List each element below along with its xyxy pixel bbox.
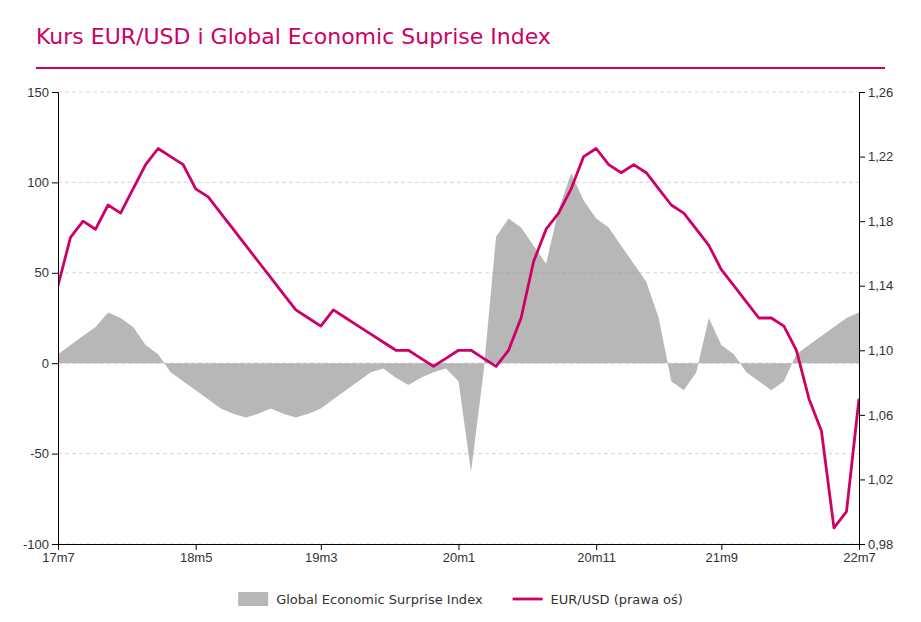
grid-line [58, 272, 859, 273]
tick-label: 20m1 [443, 550, 476, 565]
y2-axis: 0,98 1,02 1,06 1,10 1,14 1,18 1,22 1,26 [859, 85, 893, 552]
plot-area [58, 149, 859, 528]
tick-mark [859, 479, 865, 480]
tick-mark [196, 544, 197, 550]
tick: 50 [35, 265, 58, 280]
legend-item: EUR/USD (prawa oś) [513, 592, 683, 607]
title-separator [36, 67, 885, 69]
tick-mark [52, 273, 58, 274]
tick: -100 [23, 537, 58, 552]
legend-swatch [513, 598, 543, 601]
tick-label: 1,26 [868, 85, 893, 100]
tick-label: 17m7 [42, 550, 75, 565]
tick-label: 1,14 [868, 278, 893, 293]
legend-item: Global Economic Surprise Index [238, 592, 483, 607]
tick-label: 150 [27, 85, 49, 100]
tick-mark [596, 544, 597, 550]
axis-line [52, 93, 59, 545]
tick-label: 1,22 [868, 149, 893, 164]
tick-label: 21m9 [706, 550, 739, 565]
tick: 19m3 [305, 544, 338, 565]
tick-mark [721, 544, 722, 550]
tick: 1,18 [859, 214, 893, 229]
tick-label: 50 [35, 265, 49, 280]
grid-line [58, 182, 859, 183]
tick: 21m9 [706, 544, 739, 565]
tick-mark [859, 350, 865, 351]
legend-swatch [238, 592, 268, 606]
title: Kurs EUR/USD i Global Economic Suprise I… [36, 24, 551, 49]
tick: 100 [27, 175, 58, 190]
axis-line [59, 545, 860, 551]
tick-mark [52, 182, 58, 183]
tick-label: 100 [27, 175, 49, 190]
y-axis: -100 -50 0 50 100 150 [23, 85, 59, 552]
tick: 1,14 [859, 278, 893, 293]
chart: Kurs EUR/USD i Global Economic Suprise I… [0, 0, 921, 622]
tick-label: 19m3 [305, 550, 338, 565]
tick: 1,10 [859, 343, 893, 358]
tick-mark [859, 92, 865, 93]
grid-line [58, 92, 859, 93]
tick-label: 22m7 [843, 550, 876, 565]
tick: 1,06 [859, 408, 893, 423]
tick-mark [459, 544, 460, 550]
tick-label: 20m11 [577, 550, 616, 565]
tick-mark [52, 363, 58, 364]
tick: 20m11 [577, 544, 616, 565]
tick-mark [52, 544, 58, 545]
tick-mark [52, 92, 58, 93]
tick: 20m1 [443, 544, 476, 565]
tick-mark [859, 415, 865, 416]
grid [58, 92, 859, 544]
tick-mark [321, 544, 322, 550]
line [58, 149, 859, 528]
tick: 1,02 [859, 472, 893, 487]
area [58, 173, 859, 471]
tick-mark [52, 454, 58, 455]
tick-mark [859, 286, 865, 287]
tick-label: 0 [42, 356, 49, 371]
tick: 1,26 [859, 85, 893, 100]
tick-label: 1,02 [868, 472, 893, 487]
axis-line [860, 93, 866, 545]
tick-mark [859, 544, 865, 545]
tick-mark [859, 157, 865, 158]
grid-line [58, 453, 859, 454]
tick-label: 1,18 [868, 214, 893, 229]
tick: 150 [27, 85, 58, 100]
tick: 0,98 [859, 537, 893, 552]
tick-label: -100 [23, 537, 49, 552]
tick: 0 [42, 356, 58, 371]
tick: 1,22 [859, 149, 893, 164]
legend-label: EUR/USD (prawa oś) [551, 592, 683, 607]
x-axis: 17m7 18m5 19m3 20m1 20m11 21m9 22m7 [42, 544, 876, 565]
tick-label: 0,98 [868, 537, 893, 552]
tick-label: -50 [30, 446, 49, 461]
tick-label: 18m5 [180, 550, 213, 565]
tick-label: 1,10 [868, 343, 893, 358]
tick-mark [859, 221, 865, 222]
legend: Global Economic Surprise Index EUR/USD (p… [238, 592, 683, 607]
tick: 18m5 [180, 544, 213, 565]
tick: -50 [30, 446, 58, 461]
tick-label: 1,06 [868, 408, 893, 423]
legend-label: Global Economic Surprise Index [276, 592, 483, 607]
